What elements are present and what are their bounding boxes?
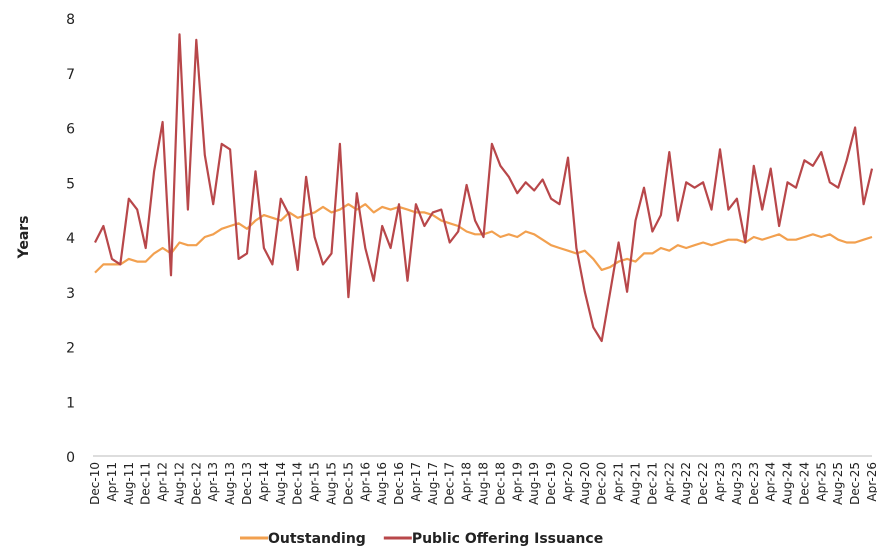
- series-line: [94, 33, 874, 343]
- y-axis-label: Years: [16, 215, 32, 259]
- x-tick-label: Apr-26: [865, 462, 877, 502]
- y-tick-label: 8: [66, 12, 75, 28]
- y-tick-label: 2: [66, 341, 75, 357]
- x-tick-label: Dec-11: [139, 462, 153, 505]
- legend-label: Public Offering Issuance: [412, 531, 603, 547]
- x-tick-label: Apr-19: [510, 462, 524, 502]
- y-tick-label: 7: [66, 67, 75, 83]
- x-tick-label: Aug-18: [477, 462, 491, 505]
- x-tick-label: Apr-25: [814, 462, 828, 502]
- x-tick-label: Dec-17: [443, 462, 457, 505]
- x-tick-label: Dec-21: [645, 462, 659, 505]
- x-tick-label: Aug-21: [629, 462, 643, 505]
- x-tick-label: Aug-12: [172, 462, 186, 505]
- x-tick-label: Dec-23: [747, 462, 761, 505]
- y-tick-label: 0: [66, 450, 75, 466]
- x-tick-label: Apr-16: [358, 462, 372, 502]
- x-tick-label: Dec-18: [493, 462, 507, 505]
- y-tick-label: 3: [66, 286, 75, 302]
- x-tick-label: Dec-22: [696, 462, 710, 505]
- x-tick-label: Dec-24: [797, 462, 811, 505]
- x-tick-label: Aug-11: [122, 462, 136, 505]
- x-tick-label: Aug-15: [324, 462, 338, 505]
- x-tick-label: Dec-19: [544, 462, 558, 505]
- x-tick-label: Aug-23: [730, 462, 744, 505]
- x-tick-label: Aug-25: [831, 462, 845, 505]
- x-tick-label: Apr-24: [764, 462, 778, 502]
- x-tick-label: Dec-12: [189, 462, 203, 505]
- x-tick-label: Dec-15: [341, 462, 355, 505]
- x-tick-label: Dec-14: [291, 462, 305, 505]
- y-tick-label: 6: [66, 122, 75, 138]
- x-tick-label: Aug-17: [426, 462, 440, 505]
- x-tick-label: Aug-22: [679, 462, 693, 505]
- x-tick-label: Dec-16: [392, 462, 406, 505]
- x-tick-label: Dec-13: [240, 462, 254, 505]
- x-tick-label: Aug-19: [527, 462, 541, 505]
- x-tick-label: Apr-18: [460, 462, 474, 502]
- x-tick-label: Apr-23: [713, 462, 727, 502]
- x-tick-label: Dec-10: [88, 462, 102, 505]
- x-tick-label: Aug-20: [578, 462, 592, 505]
- x-tick-label: Apr-11: [105, 462, 119, 502]
- x-tick-label: Apr-17: [409, 462, 423, 502]
- x-tick-label: Aug-14: [274, 462, 288, 505]
- x-tick-label: Apr-12: [156, 462, 170, 502]
- y-tick-label: 4: [66, 231, 75, 247]
- x-tick-label: Apr-13: [206, 462, 220, 502]
- x-tick-label: Apr-22: [662, 462, 676, 502]
- x-tick-label: Apr-21: [612, 462, 626, 502]
- series-line: [94, 203, 873, 274]
- x-tick-label: Apr-15: [308, 462, 322, 502]
- y-tick-label: 1: [66, 395, 75, 411]
- x-tick-label: Aug-24: [781, 462, 795, 505]
- x-tick-label: Dec-25: [848, 462, 862, 505]
- x-tick-label: Apr-20: [561, 462, 575, 502]
- x-tick-label: Aug-13: [223, 462, 237, 505]
- x-tick-label: Dec-20: [595, 462, 609, 505]
- legend-label: Outstanding: [268, 531, 366, 547]
- x-tick-label: Apr-14: [257, 462, 271, 502]
- x-tick-label: Aug-16: [375, 462, 389, 505]
- y-tick-label: 5: [66, 176, 75, 192]
